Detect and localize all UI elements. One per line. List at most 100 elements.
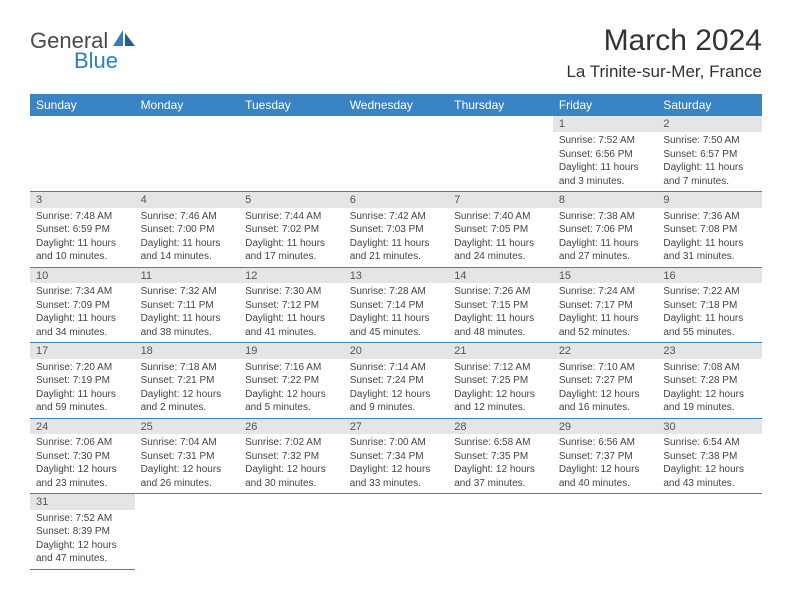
day-number-cell: 10	[30, 267, 135, 283]
daylight-text-1: Daylight: 11 hours	[36, 388, 129, 402]
day-content-cell	[135, 510, 240, 570]
day-number-cell: 8	[553, 192, 658, 208]
day-number-row: 31	[30, 494, 762, 510]
sunrise-text: Sunrise: 7:50 AM	[663, 134, 756, 148]
brand-part2: Blue	[74, 48, 137, 74]
day-content-cell: Sunrise: 7:22 AMSunset: 7:18 PMDaylight:…	[657, 283, 762, 343]
sunrise-text: Sunrise: 7:08 AM	[663, 361, 756, 375]
day-number-row: 3456789	[30, 192, 762, 208]
sail-icon	[111, 28, 137, 48]
sunrise-text: Sunrise: 6:58 AM	[454, 436, 547, 450]
daylight-text-2: and 59 minutes.	[36, 401, 129, 415]
daylight-text-2: and 17 minutes.	[245, 250, 338, 264]
sunrise-text: Sunrise: 7:00 AM	[350, 436, 443, 450]
day-number-cell	[448, 116, 553, 132]
day-number-cell	[135, 116, 240, 132]
sunset-text: Sunset: 7:19 PM	[36, 374, 129, 388]
day-content-cell: Sunrise: 7:10 AMSunset: 7:27 PMDaylight:…	[553, 359, 658, 419]
day-number-cell: 26	[239, 418, 344, 434]
daylight-text-1: Daylight: 12 hours	[559, 388, 652, 402]
day-number-cell	[239, 494, 344, 510]
daylight-text-2: and 24 minutes.	[454, 250, 547, 264]
daylight-text-2: and 40 minutes.	[559, 477, 652, 491]
sunrise-text: Sunrise: 7:04 AM	[141, 436, 234, 450]
sunrise-text: Sunrise: 7:24 AM	[559, 285, 652, 299]
day-number-cell	[344, 494, 449, 510]
sunrise-text: Sunrise: 7:22 AM	[663, 285, 756, 299]
day-content-row: Sunrise: 7:52 AMSunset: 6:56 PMDaylight:…	[30, 132, 762, 192]
daylight-text-2: and 45 minutes.	[350, 326, 443, 340]
daylight-text-2: and 52 minutes.	[559, 326, 652, 340]
day-content-cell	[344, 132, 449, 192]
day-content-cell: Sunrise: 7:52 AMSunset: 8:39 PMDaylight:…	[30, 510, 135, 570]
day-number-cell: 27	[344, 418, 449, 434]
sunset-text: Sunset: 7:22 PM	[245, 374, 338, 388]
daylight-text-2: and 3 minutes.	[559, 175, 652, 189]
daylight-text-2: and 9 minutes.	[350, 401, 443, 415]
day-content-cell: Sunrise: 7:14 AMSunset: 7:24 PMDaylight:…	[344, 359, 449, 419]
daylight-text-1: Daylight: 11 hours	[663, 237, 756, 251]
sunset-text: Sunset: 7:00 PM	[141, 223, 234, 237]
weekday-header: Tuesday	[239, 94, 344, 116]
sunset-text: Sunset: 7:14 PM	[350, 299, 443, 313]
sunset-text: Sunset: 7:12 PM	[245, 299, 338, 313]
daylight-text-2: and 31 minutes.	[663, 250, 756, 264]
day-number-row: 24252627282930	[30, 418, 762, 434]
day-content-row: Sunrise: 7:34 AMSunset: 7:09 PMDaylight:…	[30, 283, 762, 343]
sunrise-text: Sunrise: 7:02 AM	[245, 436, 338, 450]
sunset-text: Sunset: 7:15 PM	[454, 299, 547, 313]
day-number-cell	[135, 494, 240, 510]
day-number-cell	[553, 494, 658, 510]
weekday-header: Friday	[553, 94, 658, 116]
sunset-text: Sunset: 7:34 PM	[350, 450, 443, 464]
day-number-cell: 19	[239, 343, 344, 359]
day-number-cell: 2	[657, 116, 762, 132]
daylight-text-2: and 55 minutes.	[663, 326, 756, 340]
sunset-text: Sunset: 7:37 PM	[559, 450, 652, 464]
daylight-text-2: and 10 minutes.	[36, 250, 129, 264]
day-number-cell: 6	[344, 192, 449, 208]
sunrise-text: Sunrise: 7:06 AM	[36, 436, 129, 450]
day-content-cell: Sunrise: 7:26 AMSunset: 7:15 PMDaylight:…	[448, 283, 553, 343]
daylight-text-1: Daylight: 12 hours	[454, 388, 547, 402]
daylight-text-2: and 2 minutes.	[141, 401, 234, 415]
day-content-cell: Sunrise: 7:50 AMSunset: 6:57 PMDaylight:…	[657, 132, 762, 192]
daylight-text-1: Daylight: 11 hours	[245, 312, 338, 326]
sunrise-text: Sunrise: 7:52 AM	[36, 512, 129, 526]
daylight-text-1: Daylight: 11 hours	[141, 312, 234, 326]
daylight-text-1: Daylight: 11 hours	[559, 161, 652, 175]
day-content-cell: Sunrise: 7:52 AMSunset: 6:56 PMDaylight:…	[553, 132, 658, 192]
day-number-cell	[344, 116, 449, 132]
daylight-text-1: Daylight: 12 hours	[141, 388, 234, 402]
day-number-cell: 15	[553, 267, 658, 283]
day-content-cell: Sunrise: 6:54 AMSunset: 7:38 PMDaylight:…	[657, 434, 762, 494]
day-content-cell: Sunrise: 6:58 AMSunset: 7:35 PMDaylight:…	[448, 434, 553, 494]
day-number-cell: 13	[344, 267, 449, 283]
sunset-text: Sunset: 7:17 PM	[559, 299, 652, 313]
daylight-text-2: and 41 minutes.	[245, 326, 338, 340]
daylight-text-1: Daylight: 11 hours	[454, 312, 547, 326]
day-number-cell: 5	[239, 192, 344, 208]
day-content-cell: Sunrise: 7:08 AMSunset: 7:28 PMDaylight:…	[657, 359, 762, 419]
sunset-text: Sunset: 7:02 PM	[245, 223, 338, 237]
sunset-text: Sunset: 7:28 PM	[663, 374, 756, 388]
daylight-text-1: Daylight: 11 hours	[559, 237, 652, 251]
day-number-cell: 4	[135, 192, 240, 208]
weekday-header: Monday	[135, 94, 240, 116]
daylight-text-2: and 26 minutes.	[141, 477, 234, 491]
day-content-row: Sunrise: 7:52 AMSunset: 8:39 PMDaylight:…	[30, 510, 762, 570]
day-content-cell: Sunrise: 7:36 AMSunset: 7:08 PMDaylight:…	[657, 208, 762, 268]
day-content-cell: Sunrise: 7:34 AMSunset: 7:09 PMDaylight:…	[30, 283, 135, 343]
sunset-text: Sunset: 7:24 PM	[350, 374, 443, 388]
day-content-cell	[553, 510, 658, 570]
day-content-cell: Sunrise: 7:02 AMSunset: 7:32 PMDaylight:…	[239, 434, 344, 494]
day-content-cell	[344, 510, 449, 570]
sunrise-text: Sunrise: 7:52 AM	[559, 134, 652, 148]
day-content-cell	[657, 510, 762, 570]
daylight-text-2: and 37 minutes.	[454, 477, 547, 491]
day-content-cell: Sunrise: 7:44 AMSunset: 7:02 PMDaylight:…	[239, 208, 344, 268]
daylight-text-1: Daylight: 12 hours	[141, 463, 234, 477]
day-number-cell	[448, 494, 553, 510]
daylight-text-2: and 30 minutes.	[245, 477, 338, 491]
day-number-cell	[657, 494, 762, 510]
